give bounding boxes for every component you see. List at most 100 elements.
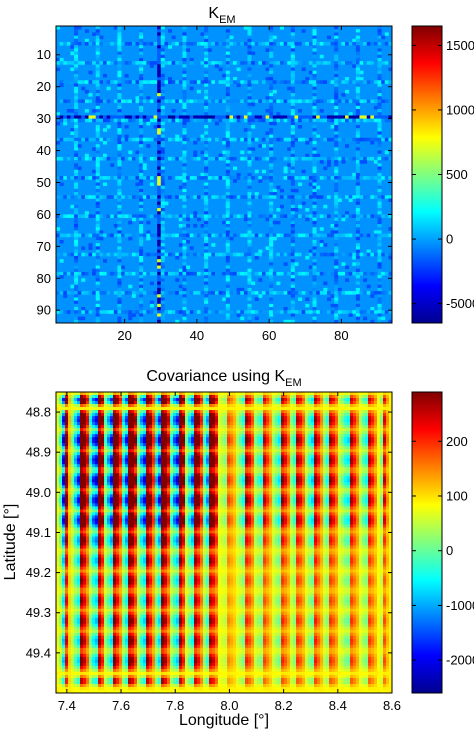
heatmap-cell [137, 425, 141, 429]
heatmap-cell [176, 416, 180, 420]
heatmap-cell [81, 156, 86, 161]
heatmap-cell [185, 398, 189, 402]
heatmap-cell [341, 156, 346, 161]
heatmap-cell [294, 188, 299, 193]
heatmap-cell [308, 310, 313, 314]
heatmap-cell [182, 249, 187, 254]
heatmap-cell [294, 99, 299, 104]
heatmap-cell [261, 118, 266, 123]
heatmap-cell [269, 70, 274, 75]
heatmap-cell [377, 437, 381, 441]
heatmap-cell [383, 440, 387, 444]
heatmap-cell [323, 281, 328, 286]
heatmap-cell [254, 61, 259, 65]
heatmap-cell [88, 137, 93, 142]
heatmap-cell [182, 217, 187, 222]
heatmap-cell [62, 395, 66, 399]
heatmap-cell [251, 428, 255, 432]
heatmap-cell [258, 176, 263, 180]
heatmap-cell [157, 243, 162, 247]
heatmap-cell [140, 434, 144, 438]
heatmap-cell [84, 89, 89, 94]
heatmap-cell [131, 80, 136, 84]
heatmap-cell [284, 431, 288, 435]
heatmap-cell [182, 428, 186, 432]
heatmap-cell [160, 80, 165, 84]
heatmap-cell [102, 182, 107, 187]
heatmap-cell [143, 404, 147, 408]
heatmap-cell [81, 252, 86, 257]
heatmap-cell [233, 398, 237, 402]
heatmap-cell [227, 407, 231, 411]
heatmap-cell [272, 220, 277, 225]
heatmap-cell [102, 41, 107, 46]
heatmap-cell [311, 410, 315, 414]
heatmap-cell [229, 137, 234, 142]
heatmap-cell [59, 431, 63, 435]
heatmap-cell [153, 195, 158, 199]
heatmap-cell [247, 45, 252, 49]
heatmap-cell [140, 416, 144, 420]
heatmap-cell [272, 407, 276, 411]
heatmap-cell [374, 437, 378, 441]
heatmap-cell [157, 300, 162, 305]
heatmap-cell [102, 118, 107, 123]
heatmap-cell [299, 401, 303, 405]
heatmap-cell [240, 41, 245, 46]
heatmap-cell [370, 307, 375, 311]
heatmap-cell [131, 440, 135, 444]
heatmap-cell [117, 89, 122, 94]
heatmap-cell [362, 416, 366, 420]
heatmap-cell [74, 217, 79, 222]
heatmap-cell [74, 93, 79, 97]
heatmap-cell [160, 64, 165, 68]
heatmap-cell [245, 392, 249, 396]
heatmap-cell [194, 416, 198, 420]
heatmap-cell [170, 398, 174, 402]
heatmap-cell [225, 77, 230, 81]
heatmap-cell [74, 404, 78, 408]
heatmap-cell [59, 83, 64, 88]
y-tick-label: 90 [37, 303, 51, 318]
heatmap-cell [157, 310, 162, 314]
heatmap-cell [155, 434, 159, 438]
heatmap-cell [140, 395, 144, 399]
heatmap-cell [86, 443, 90, 447]
heatmap-cell [312, 176, 317, 180]
heatmap-cell [95, 192, 100, 196]
heatmap-cell [164, 271, 169, 276]
heatmap-cell [157, 316, 162, 321]
heatmap-cell [290, 201, 295, 206]
heatmap-cell [230, 410, 234, 414]
heatmap-cell [308, 431, 312, 435]
heatmap-cell [182, 166, 187, 171]
heatmap-cell [236, 271, 241, 276]
heatmap-cell [92, 310, 97, 314]
heatmap-cell [167, 392, 171, 396]
heatmap-cell [204, 89, 209, 94]
heatmap-cell [204, 96, 209, 100]
heatmap-cell [287, 176, 292, 180]
heatmap-cell [355, 249, 360, 254]
heatmap-cell [251, 407, 255, 411]
heatmap-cell [359, 407, 363, 411]
heatmap-cell [225, 287, 230, 292]
heatmap-cell [341, 428, 345, 432]
heatmap-cell [308, 401, 312, 405]
heatmap-cell [107, 434, 111, 438]
heatmap-cell [280, 176, 285, 180]
heatmap-cell [247, 172, 252, 177]
heatmap-cell [98, 404, 102, 408]
heatmap-cell [212, 395, 216, 399]
heatmap-cell [204, 278, 209, 282]
heatmap-cell [117, 54, 122, 59]
heatmap-cell [269, 150, 274, 155]
heatmap-cell [117, 224, 122, 228]
heatmap-cell [71, 443, 75, 447]
heatmap-cell [225, 217, 230, 222]
heatmap-cell [290, 192, 295, 196]
heatmap-cell [377, 38, 382, 43]
heatmap-cell [245, 425, 249, 429]
heatmap-cell [101, 437, 105, 441]
heatmap-cell [142, 163, 147, 167]
